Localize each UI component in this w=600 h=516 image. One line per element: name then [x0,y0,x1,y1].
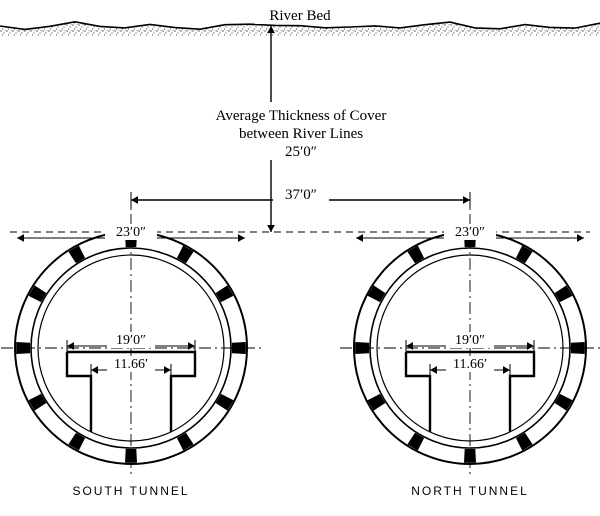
segment-key [16,342,30,354]
outer-dia-value: 23′0″ [116,225,146,240]
tunnel-cross-section-diagram: River Bed Average Thickness of Cover betwe… [0,0,600,516]
segment-key [355,342,369,354]
segment-key [125,449,137,463]
segment-key [232,342,246,354]
bench-width-value: 11.66′ [453,357,487,372]
cover-line1: Average Thickness of Cover [216,108,387,124]
road-width-value: 19′0″ [116,333,146,348]
outer-dia-value: 23′0″ [455,225,485,240]
road-width-value: 19′0″ [455,333,485,348]
bench-width-value: 11.66′ [114,357,148,372]
cover-line2: between River Lines [239,126,363,142]
riverbed-label: River Bed [269,8,331,24]
cover-value: 25′0″ [285,144,317,160]
segment-key [464,449,476,463]
spacing-value: 37′0″ [285,187,317,203]
tunnel-title-south: SOUTH TUNNEL [72,484,189,498]
tunnel-title-north: NORTH TUNNEL [411,484,529,498]
segment-key [571,342,585,354]
